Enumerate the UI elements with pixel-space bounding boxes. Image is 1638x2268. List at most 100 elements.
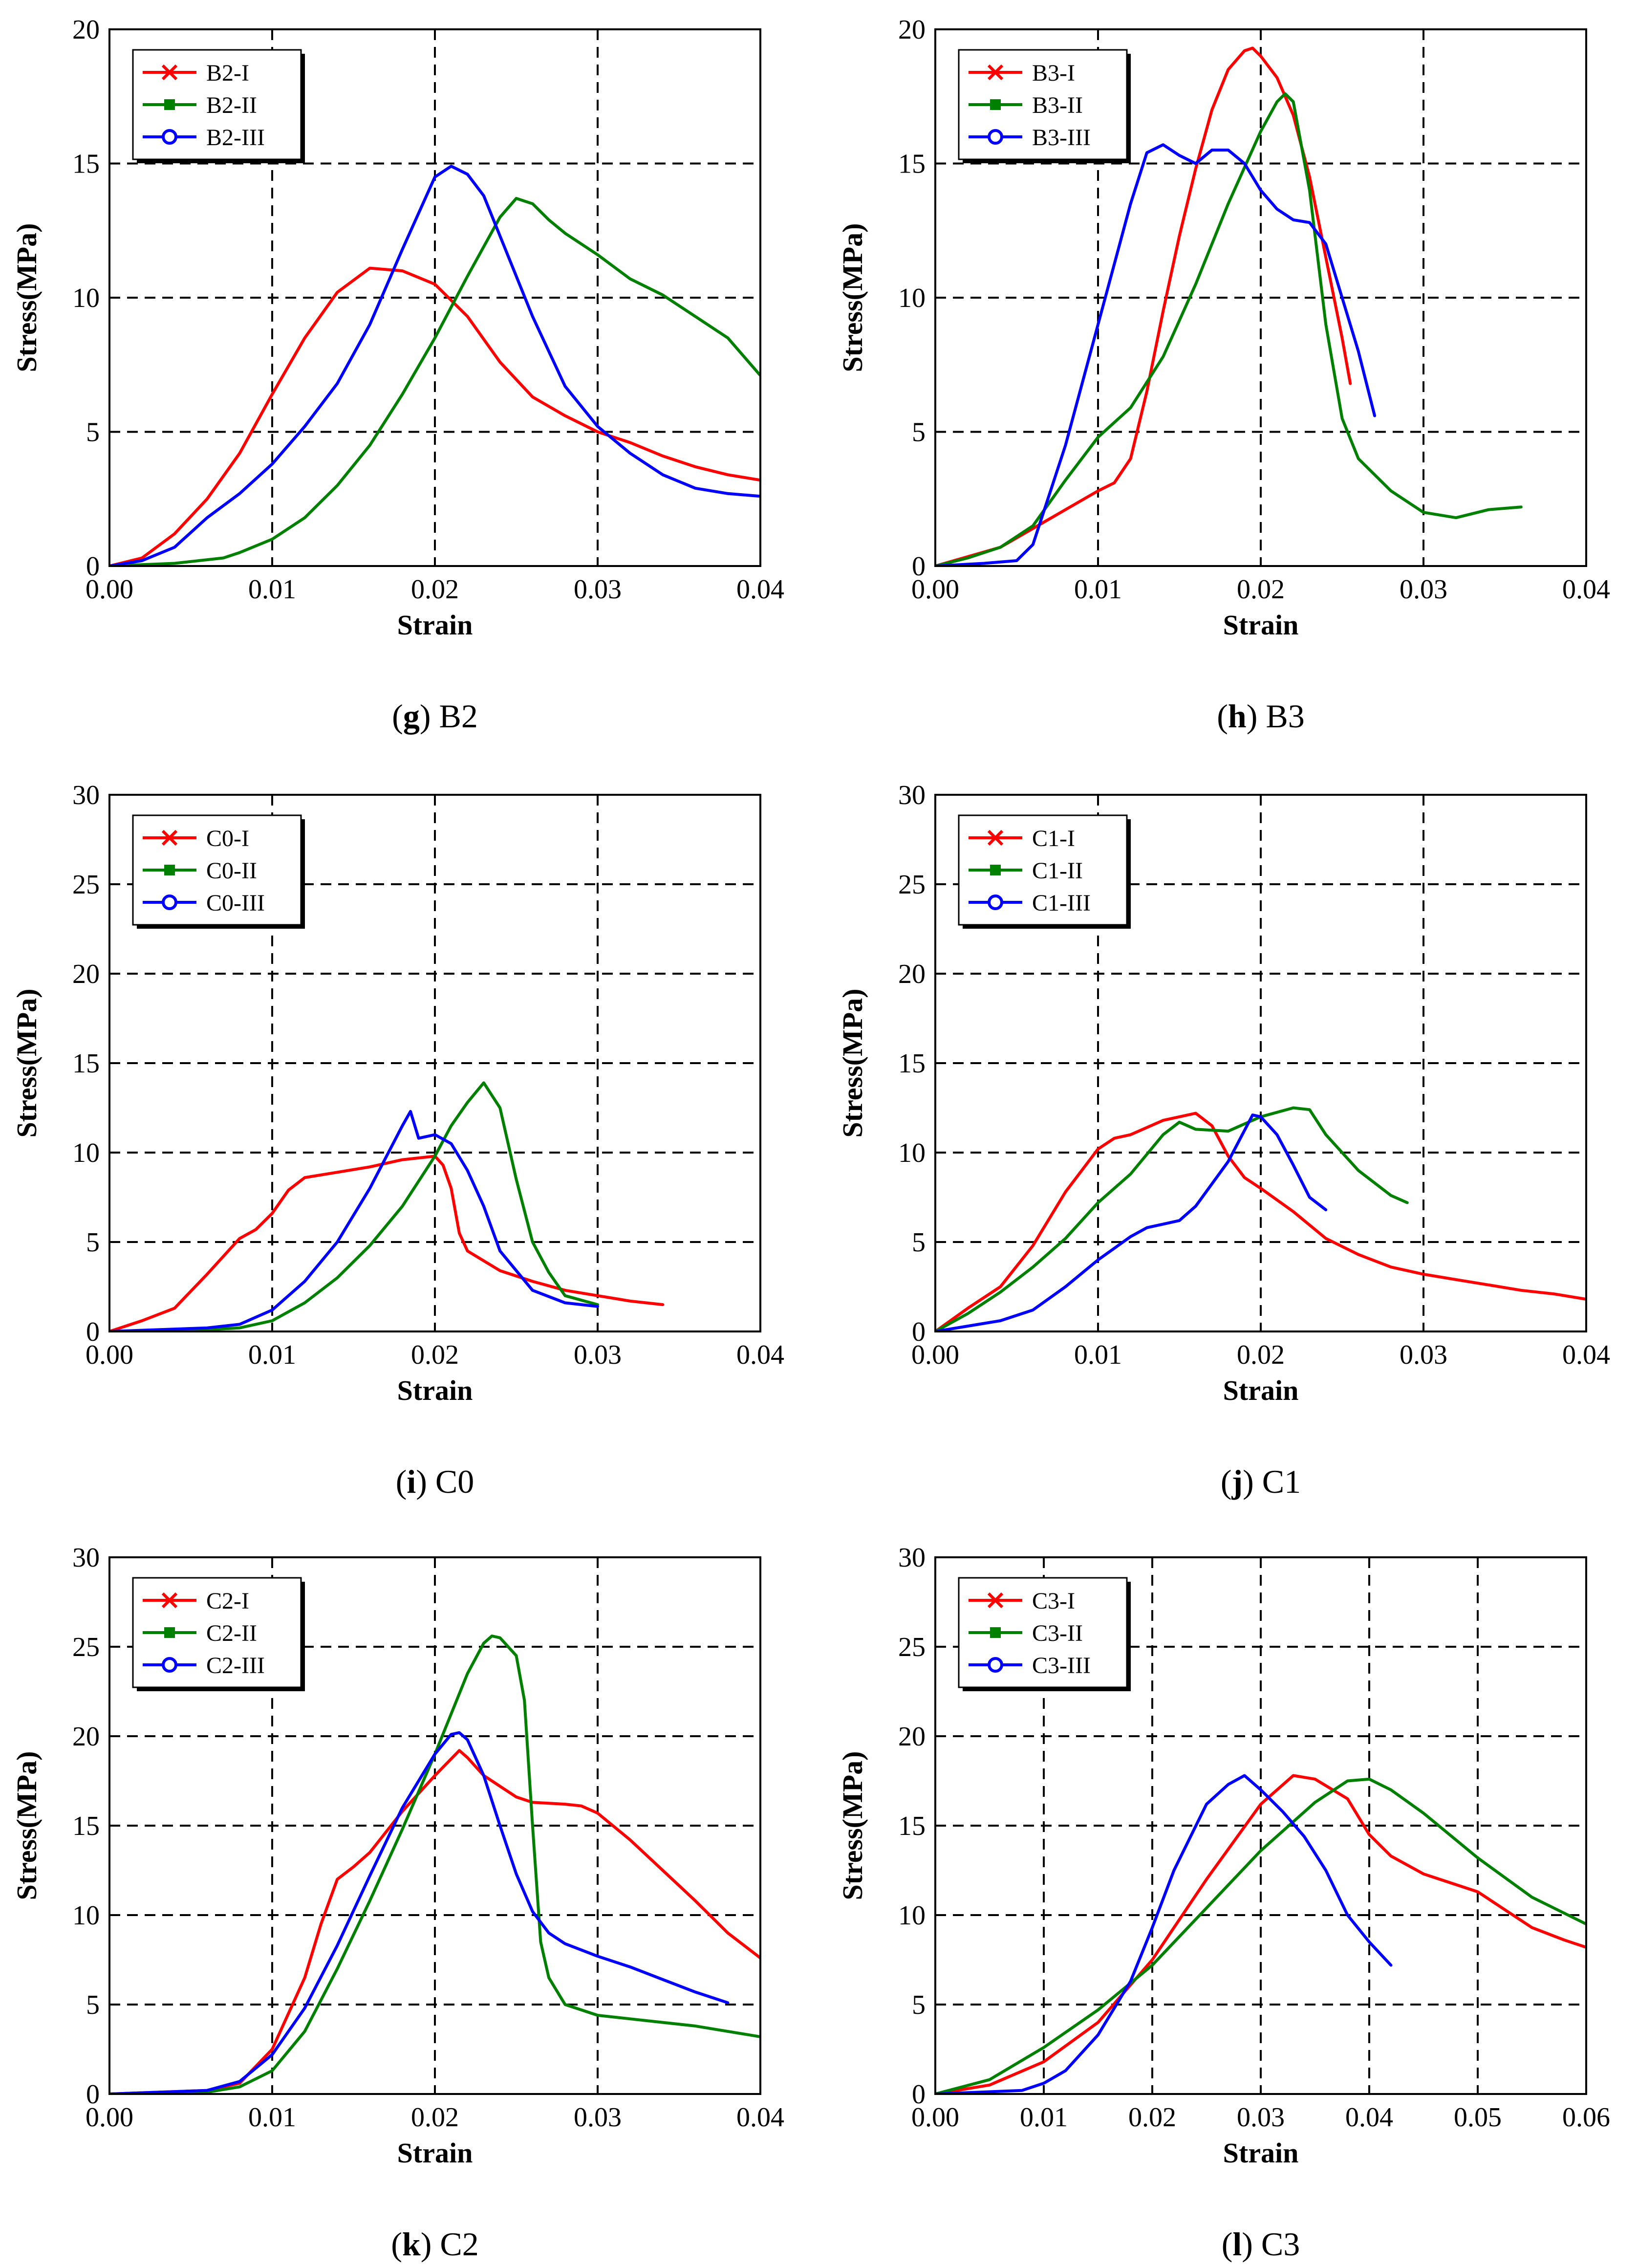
y-tick-label: 15 xyxy=(72,149,100,179)
x-axis-label: Strain xyxy=(1223,609,1299,641)
series-line-c2-iii xyxy=(109,1731,730,2094)
legend-item: B3-III xyxy=(969,125,1091,151)
y-tick-label: 0 xyxy=(86,551,100,582)
y-tick-label: 20 xyxy=(898,959,926,989)
caption-paren-open: ( xyxy=(1222,2225,1233,2263)
x-tick-label: 0.00 xyxy=(86,2102,133,2133)
series-line-c3-iii xyxy=(935,1774,1393,2094)
x-tick-label: 0.04 xyxy=(736,1340,784,1370)
grid-c1 xyxy=(935,795,1586,1331)
x-tick-label: 0.01 xyxy=(1074,1340,1122,1370)
panel-caption: (k) C2 xyxy=(391,2225,479,2263)
x-tick-label: 0.04 xyxy=(736,574,784,605)
legend-item: B3-II xyxy=(969,92,1083,118)
legend-item: B2-I xyxy=(143,60,249,86)
y-tick-label: 25 xyxy=(72,870,100,900)
x-tick-label: 0.03 xyxy=(574,574,622,605)
caption-letter: l xyxy=(1232,2225,1242,2263)
y-axis-label: Stress(MPa) xyxy=(11,1751,43,1900)
grid-b2 xyxy=(109,29,760,566)
legend-label: B3-II xyxy=(1032,92,1083,118)
y-tick-label: 5 xyxy=(912,1990,926,2020)
y-tick-label: 0 xyxy=(86,1317,100,1347)
legend-item: C1-III xyxy=(969,890,1091,916)
legend-item: C1-I xyxy=(969,826,1075,851)
legend-item: C3-II xyxy=(969,1620,1083,1646)
series-line-b2-iii xyxy=(109,165,760,566)
caption-paren-open: ( xyxy=(392,698,403,735)
caption-paren-open: ( xyxy=(1217,698,1228,735)
x-tick-label: 0.02 xyxy=(411,1340,459,1370)
x-tick-label: 0.02 xyxy=(1237,1340,1285,1370)
y-axis-label: Stress(MPa) xyxy=(837,989,868,1138)
caption-name: C1 xyxy=(1262,1463,1301,1500)
x-tick-label: 0.05 xyxy=(1454,2102,1502,2133)
caption-paren-close: ) xyxy=(1242,2225,1261,2263)
y-tick-label: 10 xyxy=(72,1138,100,1168)
series-line-c1-i xyxy=(935,1112,1586,1331)
legend-item: C0-III xyxy=(143,890,265,916)
x-axis-label: Strain xyxy=(397,609,473,641)
x-tick-label: 0.00 xyxy=(86,1340,133,1370)
y-tick-label: 15 xyxy=(898,149,926,179)
x-tick-label: 0.02 xyxy=(411,574,459,605)
x-tick-label: 0.00 xyxy=(911,1340,959,1370)
caption-name: C0 xyxy=(435,1463,474,1500)
x-tick-label: 0.03 xyxy=(1400,1340,1447,1370)
square-marker-icon xyxy=(164,99,175,110)
y-tick-label: 20 xyxy=(72,959,100,989)
legend-item: B3-I xyxy=(969,60,1075,86)
panel-caption: (g) B2 xyxy=(392,698,478,735)
x-tick-label: 0.00 xyxy=(911,2102,959,2133)
caption-paren-close: ) xyxy=(420,698,439,735)
y-tick-label: 20 xyxy=(898,1722,926,1752)
x-axis-label: Strain xyxy=(1223,1374,1299,1406)
legend-item: B2-III xyxy=(143,125,265,151)
x-tick-label: 0.06 xyxy=(1562,2102,1610,2133)
series-line-c0-iii xyxy=(109,1110,599,1331)
legend-label: B2-III xyxy=(206,125,265,151)
caption-paren-open: ( xyxy=(396,1463,407,1500)
x-tick-label: 0.04 xyxy=(1345,2102,1393,2133)
y-tick-label: 5 xyxy=(912,417,926,448)
y-tick-label: 0 xyxy=(912,2079,926,2110)
square-marker-icon xyxy=(164,865,175,875)
legend-label: C1-III xyxy=(1032,890,1091,916)
caption-name: B3 xyxy=(1266,698,1304,735)
legend-item: C2-III xyxy=(143,1653,265,1679)
legend-label: B2-II xyxy=(206,92,257,118)
legend: C2-I C2-II C2-III xyxy=(132,1577,305,1691)
legend-label: C1-II xyxy=(1032,858,1083,884)
y-tick-label: 5 xyxy=(86,1990,100,2020)
legend: B2-I B2-II B2-III xyxy=(132,49,305,163)
caption-paren-close: ) xyxy=(421,2225,440,2263)
x-tick-label: 0.01 xyxy=(248,574,296,605)
caption-paren-open: ( xyxy=(1221,1463,1232,1500)
x-tick-label: 0.01 xyxy=(1074,574,1122,605)
legend-item: C0-II xyxy=(143,858,257,884)
caption-letter: j xyxy=(1231,1463,1243,1500)
caption-paren-open: ( xyxy=(391,2225,402,2263)
x-axis-label: Strain xyxy=(397,2137,473,2169)
x-tick-label: 0.01 xyxy=(1020,2102,1068,2133)
x-tick-label: 0.01 xyxy=(248,1340,296,1370)
x-tick-label: 0.00 xyxy=(86,574,133,605)
legend-label: B3-I xyxy=(1032,60,1075,86)
y-tick-label: 30 xyxy=(72,780,100,810)
series-line-b2-i xyxy=(109,266,760,566)
x-tick-label: 0.03 xyxy=(1237,2102,1285,2133)
square-marker-icon xyxy=(164,1627,175,1638)
caption-name: C3 xyxy=(1261,2225,1300,2263)
y-tick-label: 10 xyxy=(72,1900,100,1931)
y-tick-label: 15 xyxy=(898,1048,926,1079)
x-tick-label: 0.02 xyxy=(411,2102,459,2133)
series-line-b3-ii xyxy=(935,92,1523,566)
y-tick-label: 0 xyxy=(912,1317,926,1347)
panel-caption: (h) B3 xyxy=(1217,698,1305,735)
legend: C3-I C3-II C3-III xyxy=(958,1577,1131,1691)
caption-letter: g xyxy=(403,698,420,735)
legend-label: C3-I xyxy=(1032,1588,1075,1614)
y-tick-label: 0 xyxy=(86,2079,100,2110)
legend-label: B3-III xyxy=(1032,125,1091,151)
series-line-c3-i xyxy=(935,1774,1586,2094)
